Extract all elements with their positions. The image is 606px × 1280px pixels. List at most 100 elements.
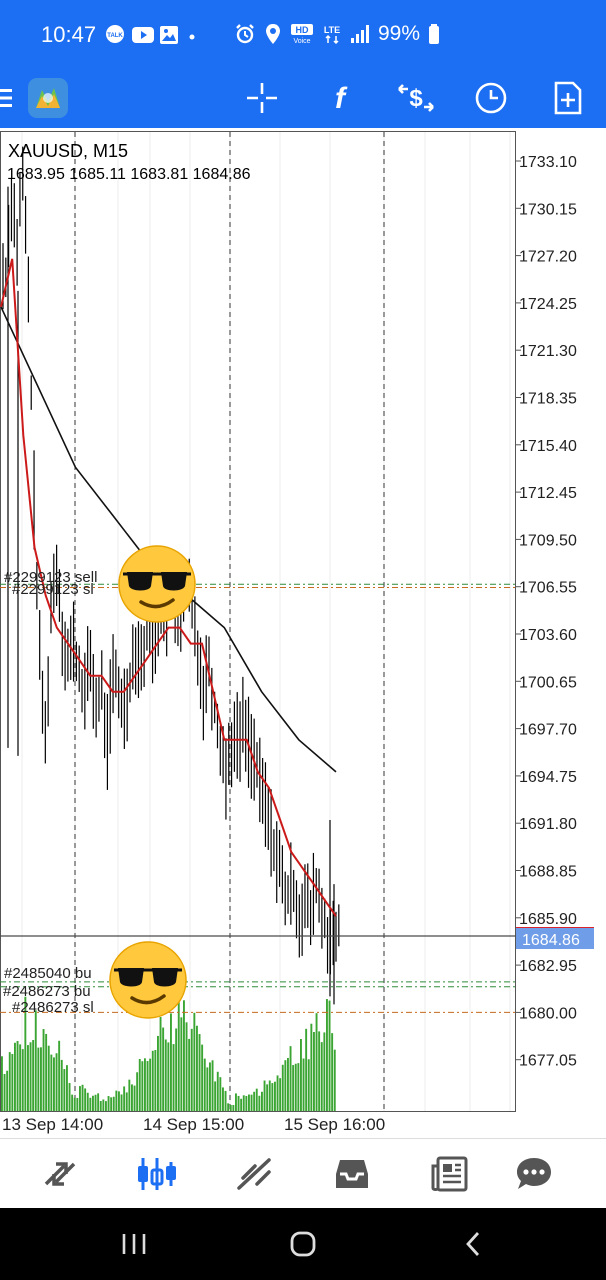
volume-bar [84,1088,87,1111]
volume-bar [170,1013,172,1111]
toolbar: f $ [0,68,606,128]
current-price-label: 1684.86 [522,932,580,949]
volume-bar [294,1063,297,1111]
volume-bar [37,1047,40,1111]
back-button[interactable] [443,1226,503,1262]
chart-area[interactable]: 1733.10 1730.15 1727.20 1724.25 1721.30 1718.… [0,128,606,1138]
volume-bar [40,1047,42,1111]
svg-text:Voice: Voice [293,38,310,45]
volume-bar [154,1050,157,1111]
volume-bar [185,1022,188,1111]
price-tick-label: 1706.55 [519,580,577,597]
price-tick-label: 1724.25 [519,296,577,313]
menu-button[interactable] [0,74,34,122]
volume-bar [313,1032,315,1111]
status-bar: 10:47 TALK HD Voice LTE 99% [0,0,606,68]
volume-bar [190,1028,193,1111]
volume-bar [258,1095,261,1111]
volume-bar [315,1013,318,1111]
volume-bar [305,1028,308,1111]
volume-bar [203,1058,206,1111]
nav-news[interactable] [425,1151,475,1197]
volume-bar [222,1087,224,1111]
price-tick-label: 1712.45 [519,485,577,502]
volume-bar [24,996,27,1111]
indicators-button[interactable]: f [316,74,364,122]
nav-history[interactable] [327,1151,377,1197]
volume-bar [219,1077,222,1111]
volume-bar [242,1095,245,1111]
volume-bar [105,1101,107,1111]
volume-bar [216,1071,219,1111]
order-label-buy-1: #2485040 bu [4,965,92,982]
volume-bar [164,1039,167,1111]
sunglasses-emoji-top [118,545,196,623]
new-order-button[interactable] [544,74,592,122]
volume-bar [125,1092,128,1111]
price-tick-label: 1697.70 [519,722,577,739]
nav-chart[interactable] [132,1151,182,1197]
battery-percentage: 99% [378,22,421,45]
timeframe-button[interactable] [467,74,515,122]
volume-bar [123,1086,126,1111]
volume-bar [287,1057,289,1111]
recents-button[interactable] [104,1226,164,1262]
volume-bar [157,1035,159,1111]
ohlc-label: 1683.95 1685.11 1683.81 1684.86 [7,166,251,183]
status-time: 10:47 [41,22,97,47]
volume-bar [50,1054,53,1111]
battery-icon [429,24,440,44]
nav-trade[interactable] [230,1151,280,1197]
volume-bar [146,1061,149,1111]
volume-bar [237,1095,240,1111]
gallery-icon [160,26,178,44]
volume-bar [21,1049,24,1111]
volume-bar [58,1040,61,1111]
price-chart[interactable]: 1733.10 1730.15 1727.20 1724.25 1721.30 1718.… [0,128,606,1138]
volume-bar [245,1095,248,1111]
time-axis: 13 Sep 14:00 14 Sep 15:00 15 Sep 16:00 [2,1115,385,1134]
bottom-nav [0,1138,606,1209]
app-logo [24,74,72,122]
crosshair-button[interactable] [238,74,286,122]
volume-bar [42,1029,45,1111]
price-tick-label: 1688.85 [519,864,577,881]
volume-bar [63,1069,66,1111]
price-tick-label: 1721.30 [519,343,577,360]
price-tick-label: 1703.60 [519,627,577,644]
volume-bar [289,1046,292,1111]
volume-bar [323,1032,326,1111]
time-label: 14 Sep 15:00 [143,1115,244,1134]
volume-bar [271,1083,274,1111]
volume-bar [209,1062,211,1111]
volume-bar [29,1042,32,1111]
trade-dollar-icon: $ [398,84,434,112]
volume-bar [112,1096,115,1111]
volume-bar [92,1095,94,1111]
volume-bar [133,1085,136,1111]
volume-bar [136,1072,139,1111]
volume-bar [229,1105,232,1111]
svg-text:TALK: TALK [107,33,123,39]
system-nav [0,1208,606,1280]
volume-bar [201,1044,204,1111]
nav-messages[interactable] [509,1151,559,1197]
volume-bar [118,1091,120,1111]
svg-text:$: $ [409,85,423,112]
home-button[interactable] [273,1226,333,1262]
order-lines [0,583,516,1013]
price-tick-label: 1700.65 [519,674,577,691]
volume-bar [97,1093,100,1111]
volume-bar [183,1000,185,1111]
volume-bar [167,1042,170,1111]
volume-bar [138,1058,141,1111]
volume-bar [331,1033,334,1111]
price-tick-label: 1685.90 [519,911,577,928]
trade-button[interactable]: $ [392,74,440,122]
price-tick-label: 1682.95 [519,958,577,975]
nav-quotes[interactable] [35,1151,85,1197]
volume-bar [198,1034,201,1111]
new-document-icon [554,81,582,115]
volume-bar [34,1010,37,1111]
home-icon [290,1231,316,1257]
